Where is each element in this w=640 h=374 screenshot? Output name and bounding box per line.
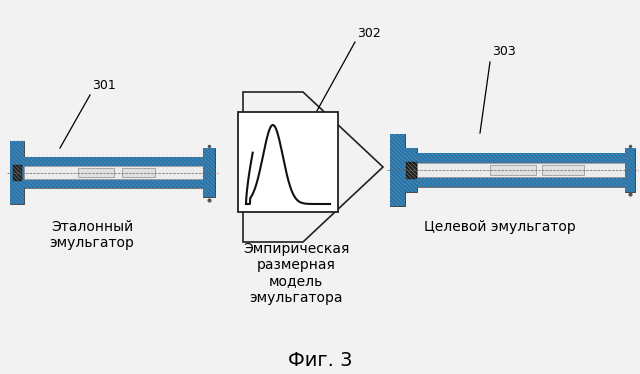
Text: Эталонный
эмульгатор: Эталонный эмульгатор [49, 220, 134, 250]
Bar [405, 148, 417, 191]
Bar [405, 148, 417, 191]
Bar [10, 141, 24, 204]
Bar [24, 179, 203, 188]
Bar [417, 177, 625, 187]
Text: 303: 303 [492, 45, 516, 58]
Text: Целевой эмульгатор: Целевой эмульгатор [424, 220, 576, 234]
Bar [417, 163, 625, 177]
Bar [203, 148, 215, 197]
Bar [203, 148, 215, 197]
Bar [238, 112, 338, 212]
Bar [13, 165, 22, 180]
Bar [78, 168, 113, 177]
Polygon shape [243, 92, 383, 242]
Bar [625, 148, 635, 192]
Bar [417, 153, 625, 163]
Bar [490, 165, 536, 175]
Bar [24, 166, 203, 179]
Text: Эмпирическая
размерная
модель
эмульгатора: Эмпирическая размерная модель эмульгатор… [243, 242, 349, 304]
Bar [24, 157, 203, 166]
Bar [417, 177, 625, 187]
Bar [390, 134, 405, 206]
Text: Фиг. 3: Фиг. 3 [288, 350, 352, 370]
Bar [406, 162, 415, 178]
Text: 302: 302 [357, 27, 381, 40]
Bar [10, 141, 24, 204]
Bar [24, 157, 203, 166]
Bar [417, 153, 625, 163]
Bar [24, 179, 203, 188]
Bar [122, 168, 154, 177]
Text: 301: 301 [92, 79, 116, 92]
Bar [542, 165, 584, 175]
Bar [625, 148, 635, 192]
Bar [390, 134, 405, 206]
